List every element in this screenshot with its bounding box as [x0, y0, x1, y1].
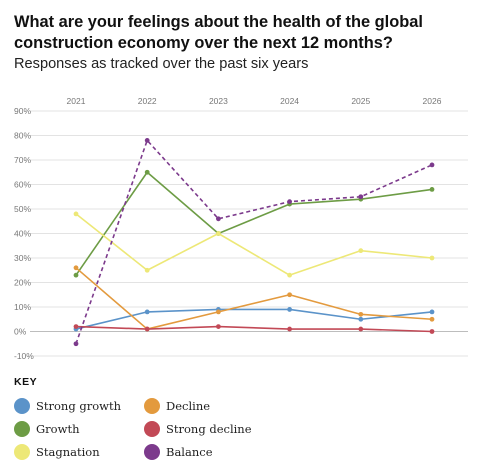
data-point-stagnation: [287, 272, 292, 278]
x-tick-label: 2026: [423, 96, 442, 106]
y-tick-label: 60%: [14, 180, 31, 190]
y-tick-label: 50%: [14, 204, 31, 214]
legend-key-title: KEY: [14, 376, 38, 388]
legend-label-stagnation: Stagnation: [36, 445, 100, 459]
data-point-balance: [287, 199, 292, 205]
legend-item-balance: Balance: [144, 444, 213, 460]
data-point-stagnation: [429, 255, 435, 261]
legend-item-decline: Decline: [144, 398, 210, 414]
data-point-strong-decline: [429, 329, 435, 334]
data-point-balance: [73, 341, 79, 347]
data-point-decline: [73, 265, 79, 271]
legend-swatch-decline: [144, 398, 160, 414]
data-point-balance: [429, 162, 435, 168]
legend-item-strong-decline: Strong decline: [144, 421, 252, 437]
x-tick-label: 2022: [138, 96, 157, 106]
y-tick-label: -10%: [14, 351, 34, 361]
legend-label-balance: Balance: [166, 445, 213, 459]
legend-swatch-strong-growth: [14, 398, 30, 414]
data-point-stagnation: [216, 231, 221, 236]
x-tick-label: 2025: [351, 96, 370, 106]
legend-item-growth: Growth: [14, 421, 79, 437]
y-tick-label: 10%: [14, 302, 31, 312]
data-point-decline: [429, 316, 435, 322]
data-point-balance: [144, 138, 150, 143]
data-point-strong-decline: [358, 326, 364, 332]
data-point-balance: [358, 194, 364, 200]
legend-label-growth: Growth: [36, 422, 80, 436]
series-line-decline: [75, 267, 433, 330]
data-point-strong-decline: [216, 324, 221, 329]
data-point-strong-decline: [287, 326, 292, 332]
data-point-stagnation: [144, 267, 150, 273]
series-line-balance: [75, 139, 433, 345]
series-line-strong-growth: [75, 308, 433, 330]
x-tick-label: 2024: [280, 96, 299, 106]
legend-swatch-strong-decline: [144, 421, 160, 437]
data-point-growth: [429, 187, 435, 192]
data-point-balance: [216, 216, 221, 222]
y-tick-label: 90%: [14, 106, 31, 116]
data-point-strong-growth: [144, 309, 150, 315]
data-point-strong-growth: [429, 309, 435, 315]
x-tick-label: 2021: [67, 96, 86, 106]
legend-item-stagnation: Stagnation: [14, 444, 100, 460]
chart-subtitle: Responses as tracked over the past six y…: [14, 56, 309, 72]
legend-swatch-balance: [144, 444, 160, 460]
legend-item-strong-growth: Strong growth: [14, 398, 121, 414]
legend-label-decline: Decline: [166, 399, 211, 413]
y-tick-label: 30%: [14, 253, 31, 263]
data-point-strong-growth: [358, 316, 364, 322]
y-tick-label: 80%: [14, 131, 31, 141]
series-line-stagnation: [75, 213, 433, 276]
data-point-strong-decline: [144, 326, 150, 332]
data-point-growth: [144, 169, 150, 175]
legend-swatch-growth: [14, 421, 30, 437]
y-tick-label: 20%: [14, 278, 31, 288]
legend-label-strong-decline: Strong decline: [166, 422, 252, 436]
data-point-strong-decline: [73, 324, 79, 329]
y-tick-label: 70%: [14, 155, 31, 165]
legend-label-strong-growth: Strong growth: [36, 399, 121, 413]
data-point-strong-growth: [287, 307, 292, 312]
series-line-growth: [75, 171, 433, 276]
legend-swatch-stagnation: [14, 444, 30, 460]
data-point-decline: [287, 292, 292, 298]
y-tick-label: 40%: [14, 229, 31, 239]
data-point-stagnation: [358, 248, 364, 254]
x-tick-label: 2023: [209, 96, 228, 106]
data-point-decline: [358, 311, 364, 317]
chart-title: What are your feelings about the health …: [14, 13, 423, 52]
data-point-decline: [216, 309, 221, 315]
y-tick-label: 0%: [14, 327, 27, 337]
data-point-growth: [73, 272, 79, 278]
line-chart: -10% 0% 10% 20% 30% 40% 50% 60% 70% 80% 90% 2021 202…: [14, 96, 468, 361]
series-line-strong-decline: [75, 325, 433, 333]
data-point-stagnation: [73, 211, 79, 217]
